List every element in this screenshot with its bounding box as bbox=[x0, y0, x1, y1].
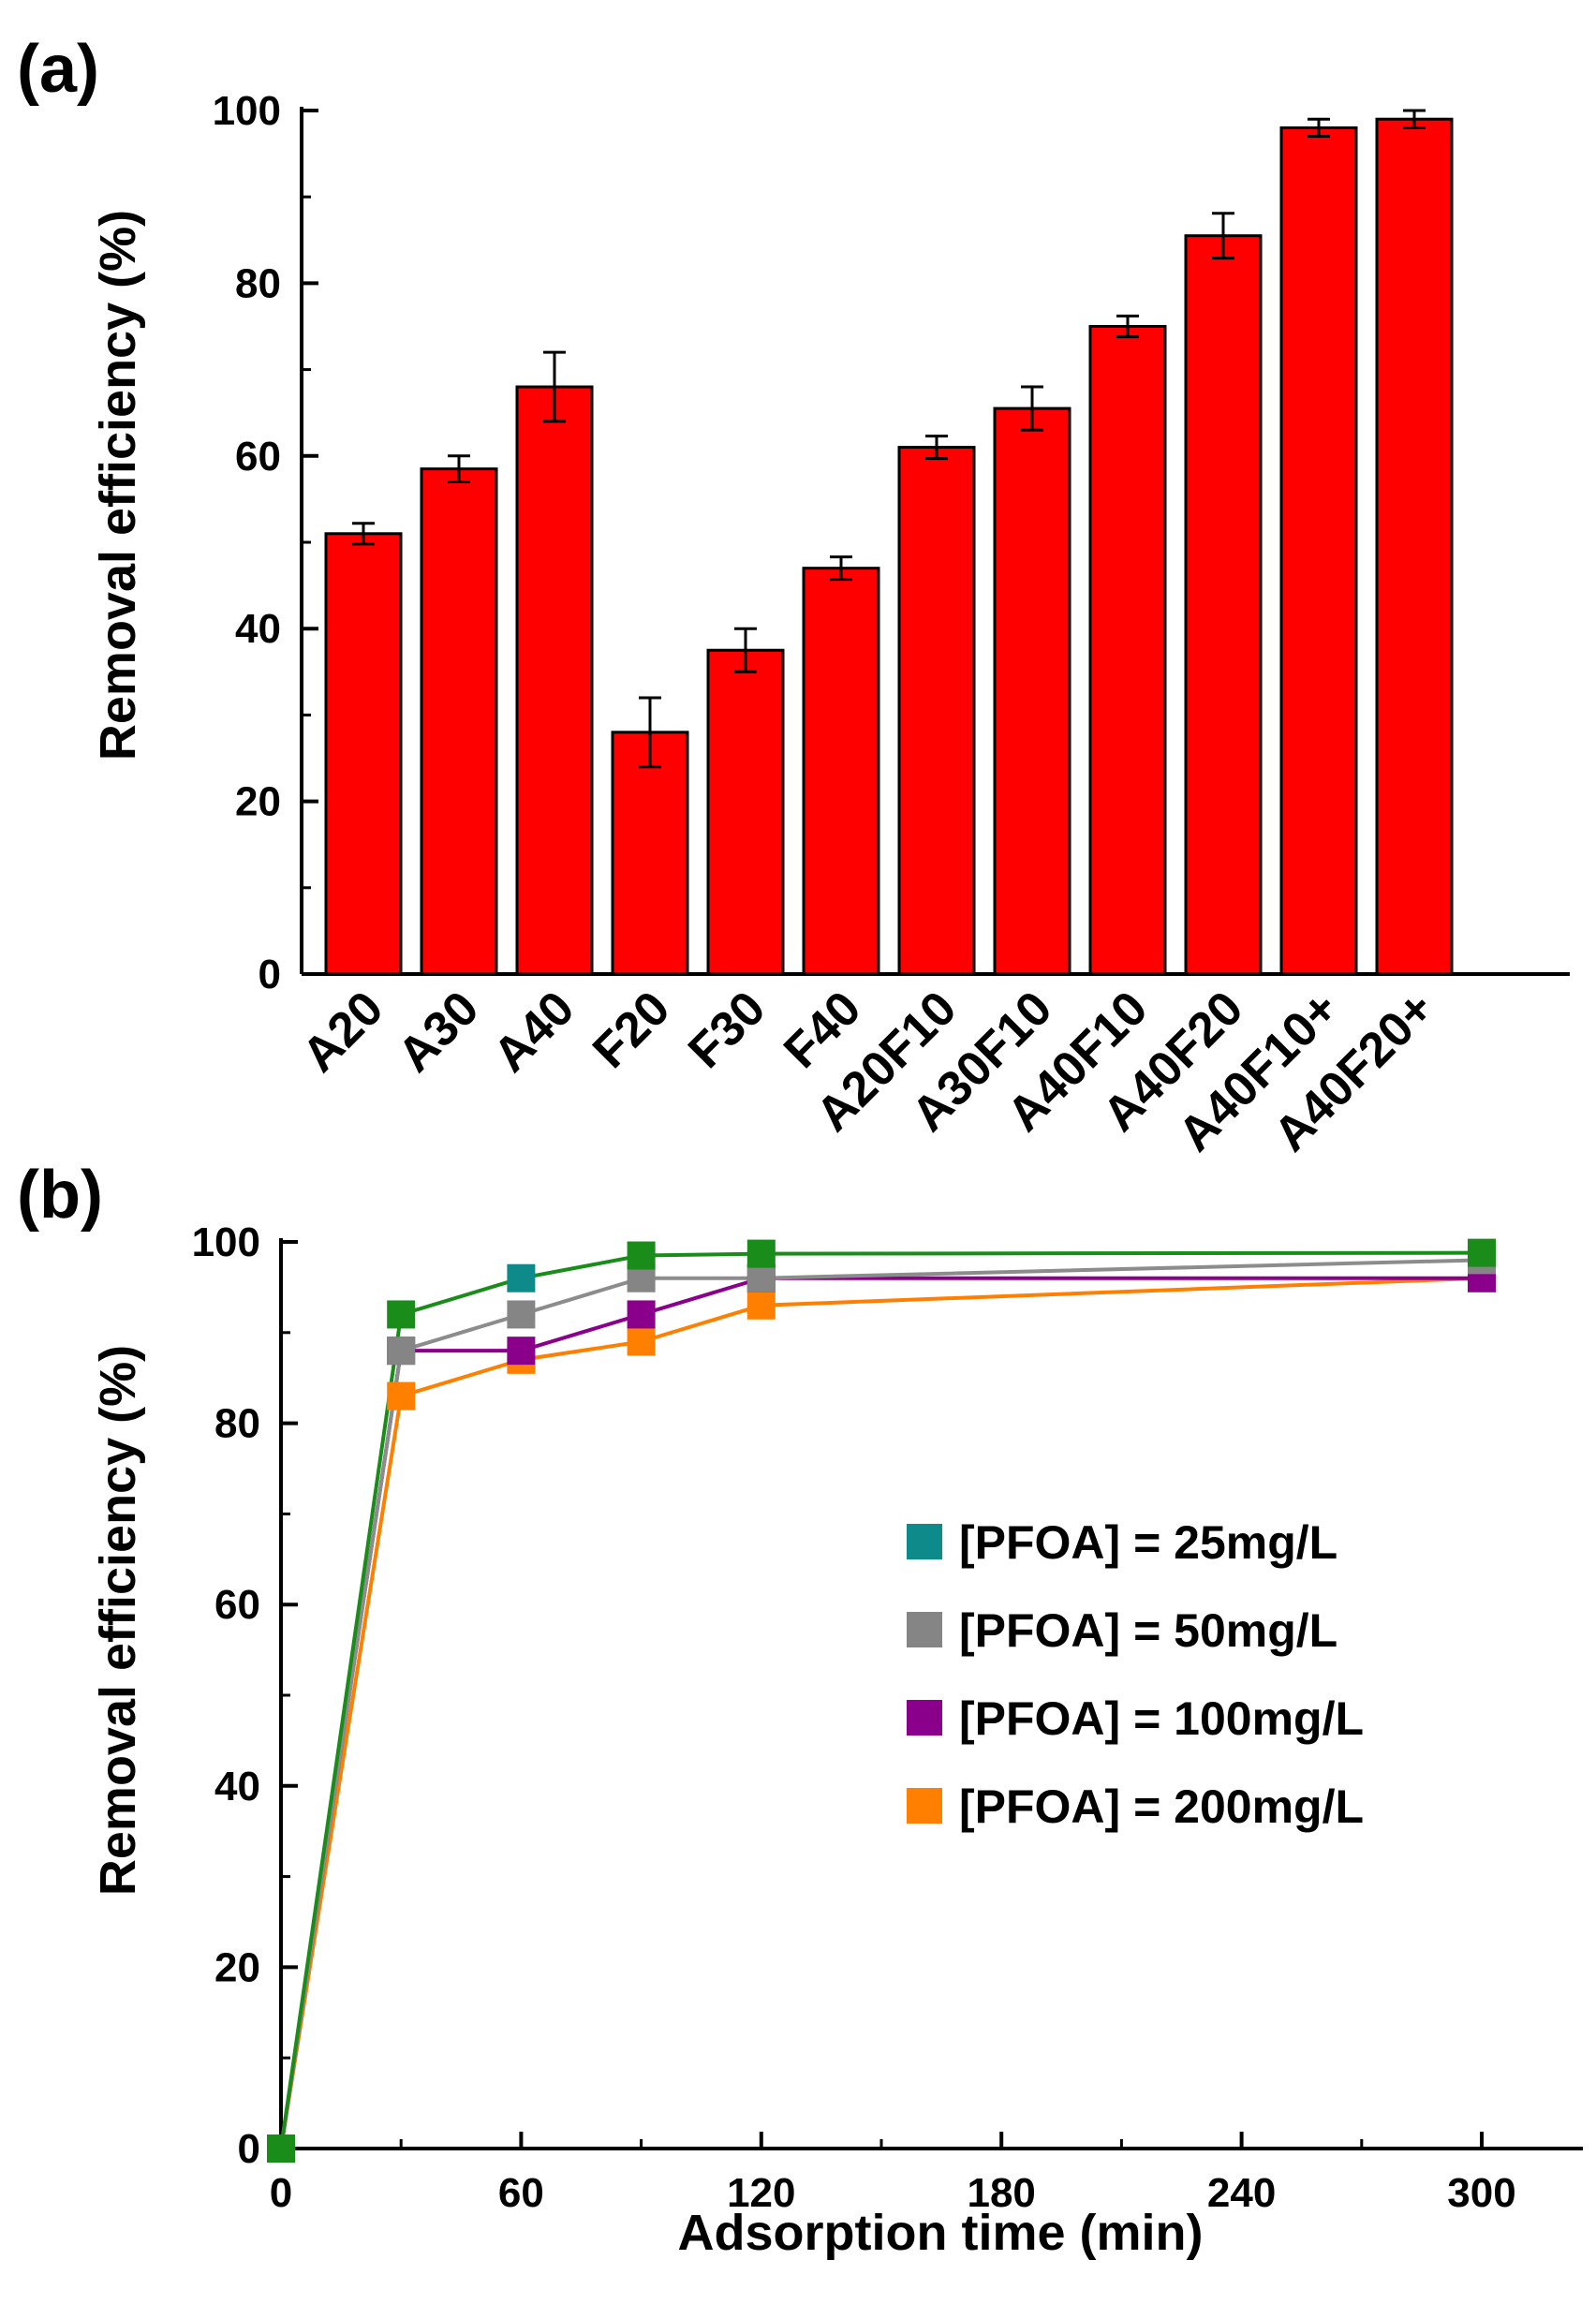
series-marker-1 bbox=[387, 1300, 416, 1329]
series-marker-1 bbox=[627, 1241, 656, 1270]
series-marker-4 bbox=[746, 1291, 776, 1320]
series-marker-2 bbox=[387, 1337, 416, 1366]
bar-category-label: A30 bbox=[388, 981, 489, 1082]
panel-a-y-axis-title: Removal efficiency (%) bbox=[90, 210, 146, 761]
panel-a-y-tick-label: 80 bbox=[235, 260, 281, 306]
panel-b-label: (b) bbox=[17, 1158, 103, 1233]
series-marker-3 bbox=[507, 1337, 536, 1366]
panel-b-y-tick-label: 20 bbox=[214, 1944, 260, 1990]
legend-swatch-4 bbox=[907, 1788, 942, 1824]
panel-a-y-tick-label: 100 bbox=[213, 88, 281, 134]
series-line-4 bbox=[279, 1276, 1483, 2149]
series-marker-2 bbox=[507, 1300, 536, 1329]
panel-b-y-tick-label: 0 bbox=[238, 2126, 260, 2172]
panel-b-y-tick-label: 100 bbox=[192, 1219, 260, 1265]
series-marker-1 bbox=[267, 2134, 295, 2163]
series-line-1 bbox=[279, 1250, 1483, 2149]
panel-b-line-chart: (b) Removal efficiency (%) Adsorption ti… bbox=[17, 1158, 1583, 2261]
panel-a-y-tick-label: 0 bbox=[259, 952, 281, 997]
series-marker-1 bbox=[746, 1239, 776, 1268]
panel-b-x-tick-label: 180 bbox=[967, 2170, 1035, 2216]
bar-a40f20-plus bbox=[1375, 117, 1454, 976]
series-marker-4 bbox=[627, 1327, 656, 1356]
bar-a20 bbox=[324, 532, 403, 976]
panel-a-label: (a) bbox=[17, 32, 99, 107]
bar-a20f10 bbox=[897, 446, 976, 976]
panel-a-y-tick-label: 20 bbox=[235, 779, 281, 825]
bar-a40f20 bbox=[1184, 234, 1263, 976]
panel-b-x-tick-label: 0 bbox=[270, 2170, 292, 2216]
series-marker-2 bbox=[746, 1263, 776, 1292]
panel-b-legend: [PFOA] = 25mg/L [PFOA] = 50mg/L [PFOA] = 1… bbox=[907, 1516, 1364, 1833]
panel-a-plot-area: 020406080100A20A30A40F20F30F40A20F10A30F… bbox=[213, 88, 1570, 1162]
bar-a30 bbox=[420, 467, 498, 976]
panel-a-y-tick-label: 60 bbox=[235, 434, 281, 480]
legend-label-2: [PFOA] = 50mg/L bbox=[959, 1604, 1337, 1657]
series-marker-3 bbox=[627, 1300, 656, 1329]
panel-b-y-tick-label: 80 bbox=[214, 1401, 260, 1447]
bar-f40 bbox=[802, 567, 880, 976]
bar-category-label: A20 bbox=[292, 981, 393, 1082]
bar-a40f10-plus bbox=[1279, 126, 1358, 976]
legend-label-1: [PFOA] = 25mg/L bbox=[959, 1516, 1337, 1569]
panel-b-x-tick-label: 60 bbox=[498, 2170, 544, 2216]
panel-b-plot-area: 0 20 40 60 80 100 0 60 120 180 240 300 bbox=[192, 1219, 1583, 2216]
bar-a40 bbox=[515, 385, 594, 976]
panel-b-x-tick-label: 240 bbox=[1207, 2170, 1276, 2216]
panel-b-y-axis-title: Removal efficiency (%) bbox=[90, 1345, 146, 1896]
panel-b-y-tick-label: 40 bbox=[214, 1764, 260, 1809]
bar-category-label: F20 bbox=[583, 981, 680, 1078]
series-marker-4 bbox=[387, 1381, 416, 1411]
panel-b-x-axis-title: Adsorption time (min) bbox=[678, 2205, 1204, 2261]
panel-b-x-tick-label: 120 bbox=[727, 2170, 795, 2216]
series-marker-1 bbox=[507, 1263, 536, 1292]
series-marker-1 bbox=[1468, 1238, 1496, 1267]
bar-f30 bbox=[706, 648, 785, 976]
bar-f20 bbox=[611, 731, 689, 976]
panel-a-y-tick-label: 40 bbox=[235, 606, 281, 652]
panel-b-y-tick-label: 60 bbox=[214, 1582, 260, 1628]
panel-b-x-tick-label: 300 bbox=[1447, 2170, 1515, 2216]
bar-a40f10 bbox=[1088, 325, 1167, 976]
bar-category-label: F30 bbox=[678, 981, 776, 1078]
panel-a-bar-chart: (a) Removal efficiency (%) 0 20 40 60 80 100 A… bbox=[17, 32, 1570, 1162]
legend-swatch-1 bbox=[907, 1524, 942, 1559]
bar-a30f10 bbox=[993, 406, 1071, 976]
legend-label-3: [PFOA] = 100mg/L bbox=[959, 1692, 1364, 1745]
legend-swatch-3 bbox=[907, 1700, 942, 1736]
legend-label-4: [PFOA] = 200mg/L bbox=[959, 1780, 1364, 1833]
legend-swatch-2 bbox=[907, 1612, 942, 1647]
bar-category-label: A40 bbox=[483, 981, 584, 1082]
series-line-2 bbox=[279, 1258, 1483, 2149]
